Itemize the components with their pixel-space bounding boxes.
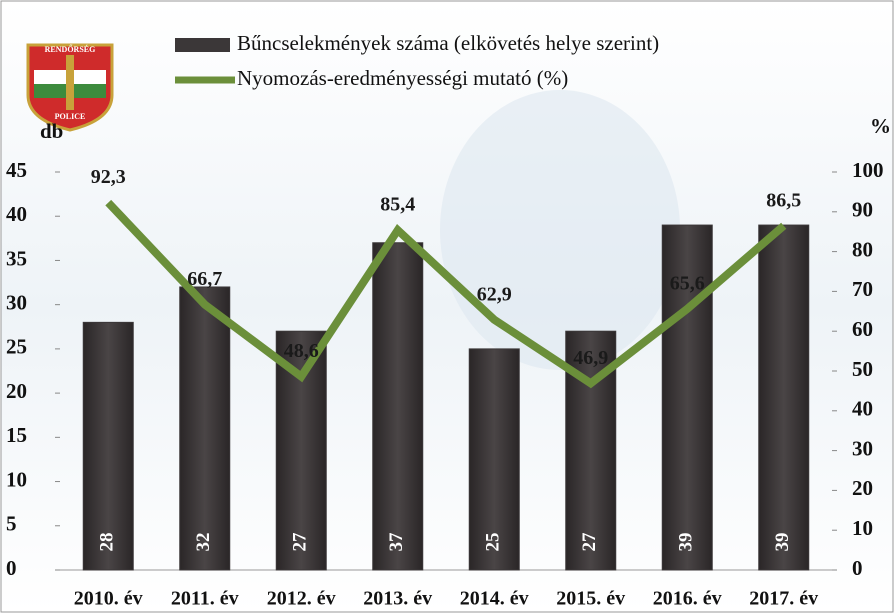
y2-tick-label: 40 [852,397,873,421]
x-tick-label: 2016. év [653,588,722,610]
line-value-label: 62,9 [477,283,512,305]
chart: RENDŐRSÉG POLICE db % 0 5 10 15 20 25 30 35 40 45… [0,0,894,613]
y-tick-label: 30 [6,290,27,314]
bar [759,225,809,570]
y2-tick-label: 0 [852,556,863,580]
y-tick-label: 10 [6,467,27,491]
y-tick-label: 5 [6,512,17,536]
x-tick-label: 2011. év [171,588,239,610]
y2-tick-label: 80 [852,237,873,261]
bar [180,287,230,570]
y2-tick-label: 50 [852,357,873,381]
bar-value-label: 28 [97,533,118,552]
y2-tick-label: 30 [852,436,873,460]
y2-tick-label: 90 [852,198,873,222]
bar-value-label: 39 [676,533,697,552]
logo: RENDŐRSÉG POLICE [28,44,112,130]
line-value-label: 66,7 [187,268,222,290]
y-axis-label: db [40,119,63,143]
bar-value-label: 32 [193,533,214,552]
line-value-label: 46,9 [573,347,608,369]
y-tick-label: 20 [6,379,27,403]
x-tick-label: 2014. év [460,588,529,610]
y2-tick-label: 100 [852,158,884,182]
y-tick-label: 15 [6,423,27,447]
y-tick-label: 0 [6,556,17,580]
bar-value-label: 25 [483,533,504,552]
bar-value-label: 27 [290,532,311,552]
bar-value-label: 37 [386,532,407,552]
y-tick-label: 35 [6,246,27,270]
legend-label: Nyomozás-eredményességi mutató (%) [237,66,568,90]
y2-tick-label: 10 [852,516,873,540]
line-value-label: 92,3 [91,166,126,188]
bar [373,243,423,570]
y2-tick-label: 20 [852,476,873,500]
line-value-label: 86,5 [766,189,801,211]
x-tick-label: 2017. év [749,588,818,610]
y2-tick-label: 60 [852,317,873,341]
x-tick-label: 2012. év [267,588,336,610]
bar-value-label: 39 [772,533,793,552]
y-tick-label: 40 [6,202,27,226]
x-tick-label: 2010. év [74,588,143,610]
x-tick-label: 2015. év [556,588,625,610]
y-tick-label: 45 [6,158,27,182]
y-tick-label: 25 [6,335,27,359]
x-tick-label: 2013. év [363,588,432,610]
line-value-label: 65,6 [670,273,705,295]
bar-value-label: 27 [579,532,600,552]
logo-top-text: RENDŐRSÉG [45,44,96,54]
legend-label: Bűncselekmények száma (elkövetés helye s… [237,31,659,55]
background-building [440,90,680,370]
line-value-label: 48,6 [284,340,319,362]
y2-tick-label: 70 [852,277,873,301]
y2-axis-label: % [870,114,891,138]
legend-swatch [175,38,230,52]
line-value-label: 85,4 [380,194,415,216]
